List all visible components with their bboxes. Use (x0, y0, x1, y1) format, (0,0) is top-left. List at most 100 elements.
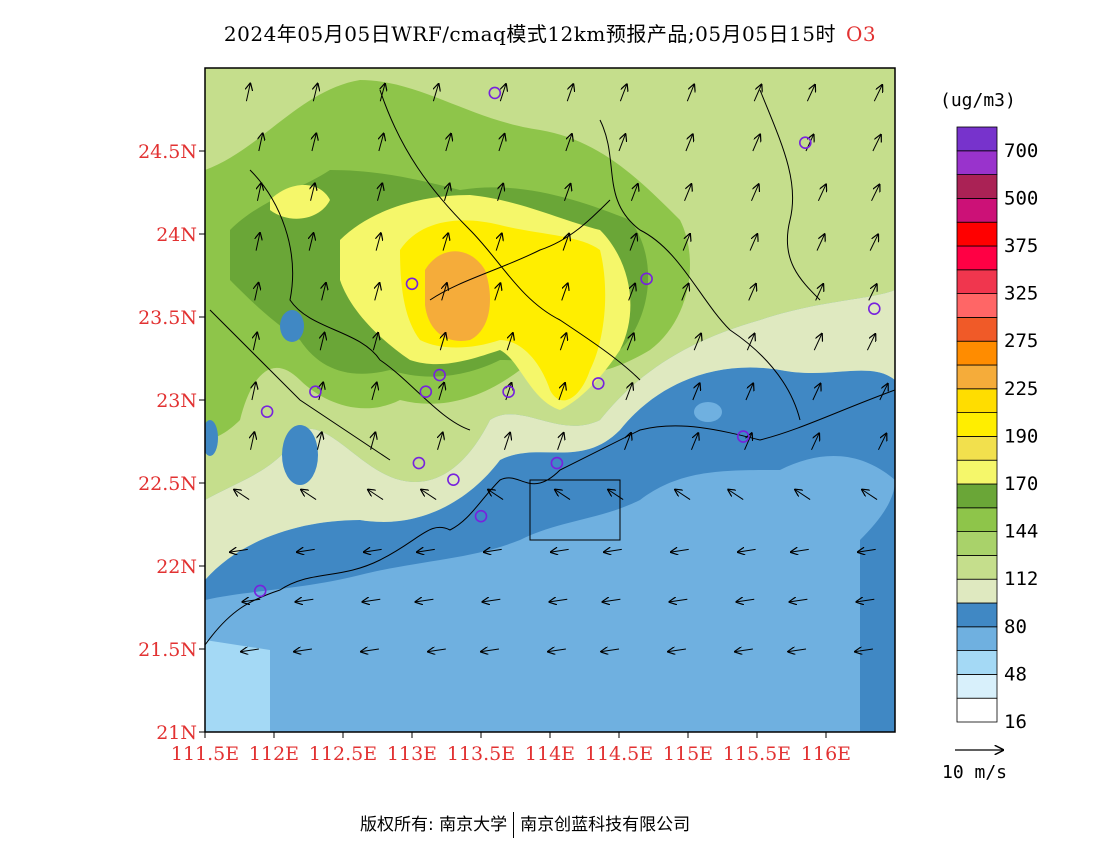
y-tick-label: 24N (156, 224, 197, 246)
wind-arrow (668, 649, 687, 652)
y-tick-label: 23N (156, 390, 197, 412)
wind-arrow (685, 134, 693, 152)
wind-arrow (868, 284, 877, 301)
legend-label: 48 (1004, 663, 1027, 685)
wind-arrow (242, 599, 261, 602)
wind-arrow (241, 649, 259, 652)
station-marker (550, 456, 564, 470)
wind-arrow (630, 184, 637, 201)
title-pollutant: O3 (845, 22, 877, 46)
legend-label: 325 (1004, 283, 1038, 305)
wind-arrow (690, 433, 698, 450)
wind-arrow (619, 84, 626, 102)
wind-arrow (320, 333, 324, 351)
wind-arrow (625, 383, 632, 401)
y-tick-label: 22.5N (138, 473, 197, 495)
x-tick-label: 111.5E (171, 743, 239, 765)
wind-arrow (444, 184, 449, 201)
wind-arrow (252, 382, 256, 401)
legend-swatch (956, 316, 998, 342)
legend-swatch (956, 531, 998, 556)
wind-arrow (421, 490, 437, 501)
x-tick-label: 115E (663, 743, 713, 765)
title-model: WRF/cmaq模式12km预报产品 (391, 22, 688, 46)
wind-arrow (506, 333, 513, 351)
station-marker (419, 385, 433, 399)
x-tick-label: 112.5E (309, 743, 377, 765)
wind-arrow (481, 649, 500, 652)
wind-arrow (446, 134, 451, 152)
wind-arrow (608, 490, 624, 501)
wind-arrow (749, 234, 757, 251)
wind-arrow (488, 490, 504, 501)
wind-arrow (866, 334, 875, 351)
wind-arrow (297, 549, 315, 552)
wind-arrow (879, 384, 888, 401)
wind-arrow (548, 649, 566, 652)
x-tick-label: 114E (525, 743, 575, 765)
legend-swatch (956, 388, 998, 413)
legend-label: 225 (1004, 378, 1038, 400)
x-tick-label: 112E (249, 743, 299, 765)
longitude-axis: 111.5E 112E 112.5E 113E 113.5E 114E 114.5E 115E… (171, 732, 851, 765)
wind-arrow (378, 183, 383, 201)
wind-arrow (815, 284, 824, 301)
wind-arrow (790, 599, 808, 602)
y-tick-label: 24.5N (138, 141, 197, 163)
wind-arrow (416, 599, 434, 602)
wind-arrow (816, 234, 825, 251)
legend-swatch (956, 697, 998, 723)
legend-swatch (956, 197, 998, 223)
wind-arrow (604, 549, 622, 552)
wind-arrow (626, 333, 633, 351)
wind-arrow (682, 234, 690, 251)
wind-arrow (311, 183, 315, 201)
wind-arrow (862, 490, 878, 501)
wind-arrow (301, 490, 317, 501)
wind-vectors (230, 84, 888, 652)
wind-arrow (373, 333, 378, 351)
wind-arrow (499, 84, 506, 102)
legend-swatch (956, 340, 998, 366)
wind-arrow (872, 135, 881, 152)
footer-left: 版权所有: 南京大学 (360, 815, 508, 835)
wind-arrow (565, 134, 572, 152)
wind-arrow (495, 233, 502, 251)
wind-arrow (313, 84, 317, 102)
wind-arrow (551, 549, 569, 552)
wind-arrow (629, 234, 636, 251)
wind-arrow (309, 233, 313, 251)
station-marker (502, 385, 515, 399)
map-title: 2024年05月05日WRF/cmaq模式12km预报产品;05月05日15时 O… (0, 18, 1100, 47)
station-marker (309, 385, 322, 399)
wind-arrow (246, 84, 250, 102)
legend-label: 80 (1004, 616, 1027, 638)
wind-arrow (255, 283, 259, 301)
wind-arrow (811, 433, 820, 451)
wind-arrow (788, 649, 807, 652)
legend-label: 170 (1004, 473, 1038, 495)
wind-arrow (751, 184, 758, 201)
wind-arrow (371, 432, 376, 450)
wind-arrow (559, 333, 566, 351)
wind-arrow (372, 383, 377, 401)
wind-arrow (858, 549, 876, 552)
wind-arrow (483, 599, 501, 602)
x-tick-label: 114.5E (585, 743, 653, 765)
wind-arrow (562, 234, 569, 251)
x-tick-label: 113E (387, 743, 437, 765)
wind-arrow (855, 649, 873, 652)
legend-swatch (956, 578, 998, 604)
wind-arrow (693, 334, 701, 351)
wind-arrow (364, 549, 382, 552)
wind-scale-label: 10 m/s (942, 762, 1008, 783)
wind-arrow (795, 490, 811, 501)
wind-arrow (503, 433, 510, 450)
wind-arrow (230, 549, 248, 552)
legend-swatch (956, 626, 998, 651)
wind-arrow (561, 283, 568, 301)
wind-arrow (256, 233, 260, 251)
wind-arrow (748, 284, 756, 301)
wind-arrow (738, 549, 756, 552)
station-marker (867, 302, 881, 316)
